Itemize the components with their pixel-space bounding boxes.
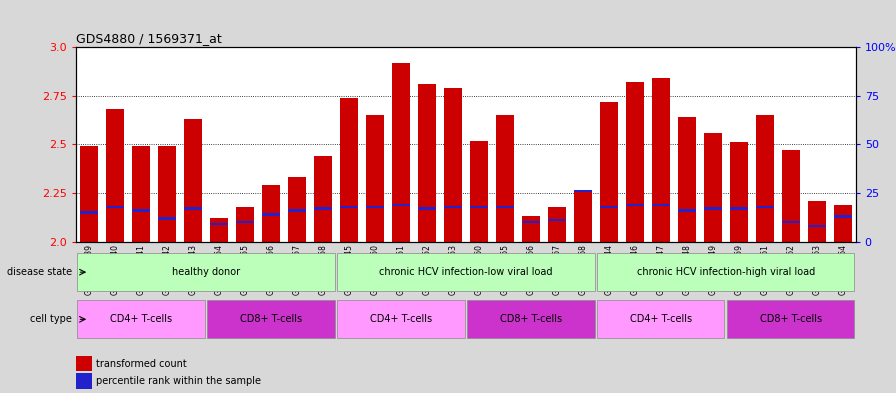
Bar — [521, 221, 540, 223]
FancyBboxPatch shape — [727, 300, 855, 338]
Bar — [547, 207, 566, 242]
Bar — [573, 190, 592, 192]
Bar — [521, 217, 540, 242]
Bar — [314, 156, 332, 242]
Text: percentile rank within the sample: percentile rank within the sample — [96, 376, 261, 386]
Bar — [210, 219, 228, 242]
Bar — [288, 209, 306, 212]
Bar — [236, 221, 254, 223]
Bar — [781, 221, 800, 223]
Bar — [625, 204, 644, 206]
Bar — [366, 115, 384, 242]
Bar — [210, 223, 228, 225]
Bar — [729, 208, 748, 210]
Bar — [599, 206, 618, 208]
FancyBboxPatch shape — [337, 300, 465, 338]
FancyBboxPatch shape — [467, 300, 595, 338]
Text: healthy donor: healthy donor — [172, 267, 240, 277]
Bar — [236, 207, 254, 242]
Text: GDS4880 / 1569371_at: GDS4880 / 1569371_at — [76, 31, 222, 44]
Bar — [703, 208, 722, 210]
Bar — [314, 208, 332, 210]
Bar — [340, 98, 358, 242]
Bar — [418, 208, 436, 210]
Bar — [392, 204, 410, 206]
Bar — [184, 208, 202, 210]
Bar — [158, 146, 177, 242]
Bar — [677, 117, 696, 242]
Bar — [366, 206, 384, 208]
Bar — [625, 82, 644, 242]
FancyBboxPatch shape — [207, 300, 335, 338]
Bar — [807, 225, 826, 227]
Bar — [833, 205, 852, 242]
Bar — [184, 119, 202, 242]
Bar — [80, 211, 99, 214]
Bar — [599, 102, 618, 242]
Bar — [262, 185, 280, 242]
Bar — [677, 209, 696, 212]
Bar — [106, 206, 125, 208]
Bar — [132, 209, 151, 212]
Text: chronic HCV infection-high viral load: chronic HCV infection-high viral load — [637, 267, 814, 277]
Text: chronic HCV infection-low viral load: chronic HCV infection-low viral load — [379, 267, 553, 277]
Text: CD4+ T-cells: CD4+ T-cells — [630, 314, 692, 324]
Bar — [495, 206, 514, 208]
Bar — [573, 191, 592, 242]
Bar — [340, 206, 358, 208]
Text: CD8+ T-cells: CD8+ T-cells — [240, 314, 302, 324]
Bar — [755, 115, 774, 242]
Bar — [470, 141, 488, 242]
Bar — [547, 219, 566, 222]
Bar — [106, 109, 125, 242]
Text: cell type: cell type — [30, 314, 72, 324]
Bar — [755, 206, 774, 208]
Bar — [444, 88, 462, 242]
Bar — [158, 217, 177, 220]
Bar — [470, 206, 488, 208]
FancyBboxPatch shape — [337, 253, 595, 291]
Bar — [651, 78, 670, 242]
Bar — [392, 63, 410, 242]
Bar — [729, 143, 748, 242]
Bar — [781, 150, 800, 242]
Bar — [495, 115, 514, 242]
Bar — [651, 204, 670, 206]
Bar — [703, 133, 722, 242]
Bar — [444, 206, 462, 208]
Text: CD8+ T-cells: CD8+ T-cells — [500, 314, 562, 324]
Text: disease state: disease state — [6, 267, 72, 277]
FancyBboxPatch shape — [77, 300, 205, 338]
Bar — [262, 213, 280, 216]
FancyBboxPatch shape — [597, 300, 725, 338]
Bar — [418, 84, 436, 242]
Bar — [132, 146, 151, 242]
FancyBboxPatch shape — [77, 253, 335, 291]
Text: CD8+ T-cells: CD8+ T-cells — [760, 314, 822, 324]
FancyBboxPatch shape — [597, 253, 855, 291]
Text: CD4+ T-cells: CD4+ T-cells — [370, 314, 432, 324]
Text: CD4+ T-cells: CD4+ T-cells — [110, 314, 172, 324]
Bar — [288, 178, 306, 242]
Text: transformed count: transformed count — [96, 358, 186, 369]
Bar — [80, 146, 99, 242]
Bar — [833, 215, 852, 218]
Bar — [807, 201, 826, 242]
